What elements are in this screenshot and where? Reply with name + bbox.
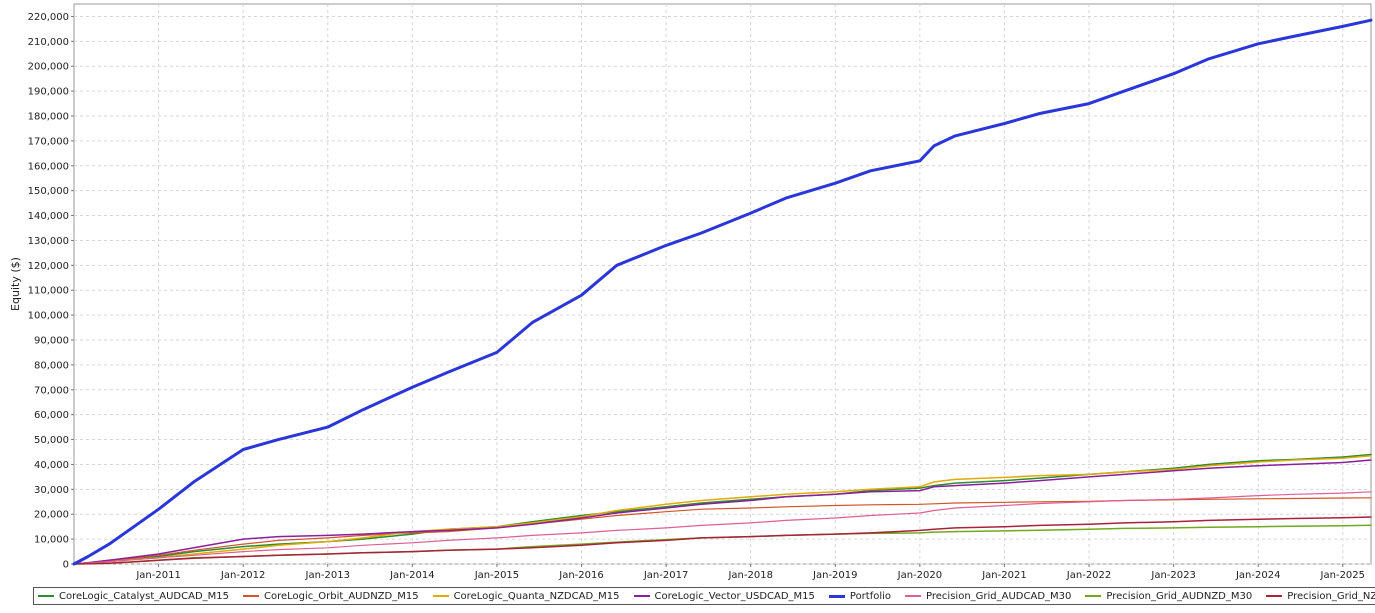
y-tick-label: 20,000 <box>34 510 69 521</box>
y-tick-label: 210,000 <box>28 37 69 48</box>
axes: 0 10,000 20,000 30,000 40,000 50,000 60,000 70,… <box>28 12 1365 581</box>
series-line-corelogic-quanta-nzdcad-m15 <box>73 454 1372 565</box>
legend-label: CoreLogic_Orbit_AUDNZD_M15 <box>264 590 419 602</box>
y-tick-label: 90,000 <box>34 336 69 347</box>
legend-swatch <box>1266 595 1283 597</box>
legend-label: Precision_Grid_NZDCAD_M30 <box>1287 590 1375 602</box>
y-tick-label: 130,000 <box>28 236 69 247</box>
plot-area <box>73 3 1372 565</box>
legend-item: CoreLogic_Catalyst_AUDCAD_M15 <box>38 591 229 602</box>
y-tick-label: 80,000 <box>34 360 69 371</box>
y-tick-label: 30,000 <box>34 485 69 496</box>
x-tick-label: Jan-2021 <box>981 570 1026 581</box>
y-tick-label: 220,000 <box>28 12 69 23</box>
legend-item: Precision_Grid_AUDNZD_M30 <box>1085 591 1252 602</box>
legend-swatch <box>633 595 650 597</box>
y-tick-label: 60,000 <box>34 410 69 421</box>
legend-label: CoreLogic_Vector_USDCAD_M15 <box>654 590 815 602</box>
y-tick-label: 150,000 <box>28 186 69 197</box>
legend-swatch <box>38 595 54 597</box>
series-line-portfolio <box>72 18 1373 566</box>
legend-label: Portfolio <box>849 590 892 602</box>
legend-item: Portfolio <box>828 590 892 602</box>
y-tick-label: 140,000 <box>28 211 69 222</box>
y-tick-label: 100,000 <box>28 311 69 322</box>
x-tick-label: Jan-2012 <box>220 570 265 581</box>
y-tick-label: 10,000 <box>34 535 69 546</box>
x-tick-label: Jan-2022 <box>1066 570 1111 581</box>
legend-label: Precision_Grid_AUDCAD_M30 <box>926 590 1072 602</box>
x-tick-label: Jan-2024 <box>1235 570 1280 581</box>
x-tick-label: Jan-2025 <box>1320 570 1365 581</box>
y-tick-label: 200,000 <box>28 62 69 73</box>
y-tick-label: 160,000 <box>28 161 69 172</box>
x-tick-label: Jan-2013 <box>305 570 350 581</box>
x-tick-label: Jan-2016 <box>558 570 603 581</box>
x-tick-label: Jan-2019 <box>812 570 857 581</box>
x-tick-label: Jan-2018 <box>727 570 772 581</box>
y-tick-label: 190,000 <box>28 87 69 98</box>
y-tick-label: 0 <box>63 560 69 571</box>
legend-swatch <box>905 595 922 597</box>
legend-item: CoreLogic_Vector_USDCAD_M15 <box>633 590 815 602</box>
y-tick-label: 110,000 <box>28 286 69 297</box>
y-tick-label: 170,000 <box>28 136 69 147</box>
legend-swatch <box>1085 595 1102 597</box>
series-line-precision-grid-nzdcad-m30 <box>73 516 1372 565</box>
x-tick-label: Jan-2020 <box>897 570 942 581</box>
y-tick-label: 40,000 <box>34 460 69 471</box>
y-tick-label: 180,000 <box>28 112 69 123</box>
legend-swatch <box>828 594 845 598</box>
chart-legend: CoreLogic_Catalyst_AUDCAD_M15 CoreLogic_O… <box>33 587 1375 605</box>
y-axis-label: Equity ($) <box>9 257 22 311</box>
legend-swatch <box>243 595 260 597</box>
x-tick-label: Jan-2014 <box>389 570 434 581</box>
series-line-precision-grid-audcad-m30 <box>73 491 1372 565</box>
series-line-corelogic-vector-usdcad-m15 <box>73 459 1372 565</box>
series-lines <box>72 18 1373 566</box>
legend-item: CoreLogic_Orbit_AUDNZD_M15 <box>243 591 419 602</box>
legend-label: CoreLogic_Quanta_NZDCAD_M15 <box>453 590 620 602</box>
y-tick-label: 50,000 <box>34 435 69 446</box>
legend-swatch <box>432 595 449 597</box>
y-tick-label: 120,000 <box>28 261 69 272</box>
x-tick-label: Jan-2015 <box>474 570 519 581</box>
y-tick-label: 70,000 <box>34 385 69 396</box>
legend-label: CoreLogic_Catalyst_AUDCAD_M15 <box>59 590 230 602</box>
legend-item: Precision_Grid_AUDCAD_M30 <box>905 591 1071 602</box>
x-tick-label: Jan-2011 <box>135 570 180 581</box>
legend-label: Precision_Grid_AUDNZD_M30 <box>1106 590 1253 602</box>
legend-item: Precision_Grid_NZDCAD_M30 <box>1266 591 1375 602</box>
x-tick-label: Jan-2023 <box>1150 570 1195 581</box>
legend-item: CoreLogic_Quanta_NZDCAD_M15 <box>432 590 620 602</box>
grid-lines <box>74 4 1371 565</box>
x-tick-label: Jan-2017 <box>643 570 688 581</box>
